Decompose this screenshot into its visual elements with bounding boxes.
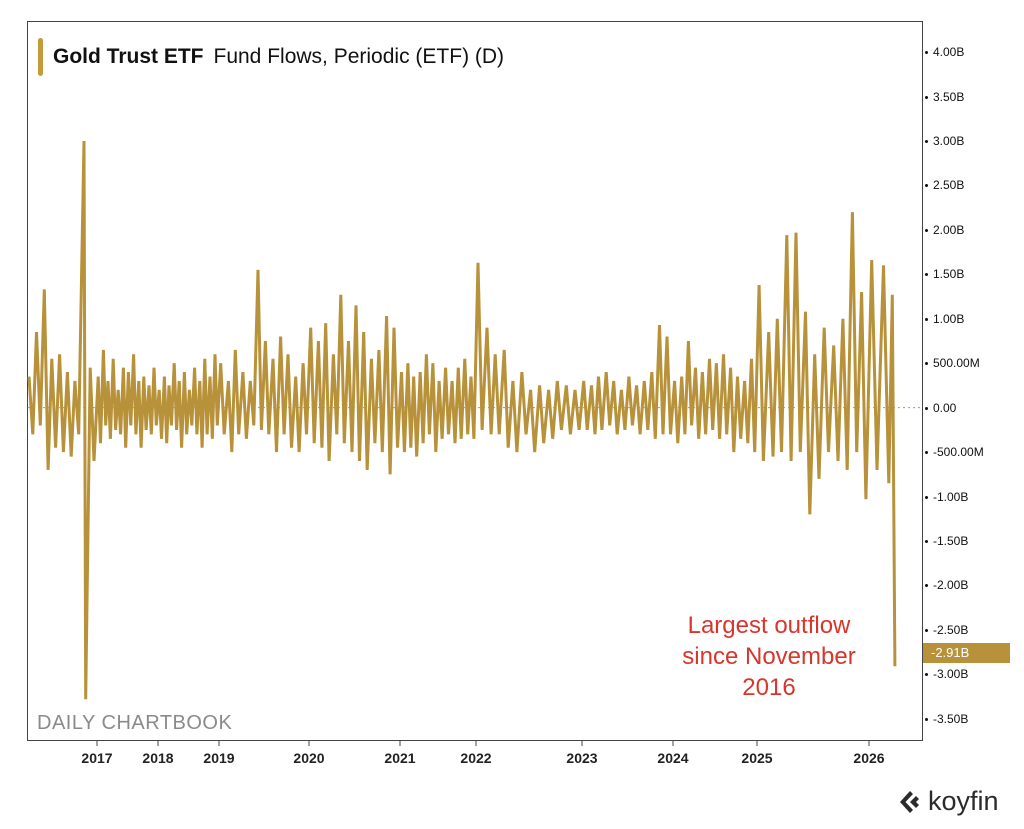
- x-tick-marks: [96, 741, 870, 746]
- annotation-line-2: since November: [682, 643, 856, 670]
- koyfin-logo: koyfin: [896, 786, 999, 817]
- y-tick-label: -500.00M: [925, 445, 984, 460]
- y-tick-label: 1.50B: [924, 267, 965, 282]
- logo-text: koyfin: [928, 786, 999, 816]
- y-tick-label: 2.00B: [924, 222, 965, 237]
- x-tick-label: 2022: [460, 750, 492, 766]
- chart-title: Gold Trust ETF Fund Flows, Periodic (ETF…: [38, 38, 504, 76]
- annotation: Largest outflow since November 2016: [640, 610, 898, 703]
- y-tick-label: 3.00B: [924, 134, 965, 148]
- title-sub: Fund Flows, Periodic (ETF) (D): [213, 45, 505, 68]
- y-tick-label: -2.50B: [924, 622, 969, 637]
- annotation-line-3: 2016: [742, 674, 796, 701]
- x-tick-label: 2020: [293, 750, 325, 766]
- y-tick-label: 2.50B: [924, 178, 965, 193]
- series-color-swatch: [38, 38, 43, 76]
- koyfin-logo-icon: [900, 790, 919, 813]
- x-tick-label: 2026: [853, 750, 885, 766]
- x-tick-label: 2025: [741, 750, 773, 766]
- y-tick-label: 0.00: [924, 400, 957, 415]
- y-tick-label: -2.00B: [924, 578, 969, 593]
- x-tick-label: 2021: [384, 750, 416, 766]
- y-tick-label: 1.00B: [924, 311, 965, 326]
- y-tick-label: 3.50B: [924, 89, 965, 104]
- x-tick-label: 2017: [81, 750, 113, 766]
- x-tick-label: 2018: [142, 750, 174, 766]
- annotation-line-1: Largest outflow: [687, 612, 851, 639]
- plot-frame: [27, 21, 923, 741]
- y-tick-label: 500.00M: [925, 356, 980, 371]
- x-tick-label: 2024: [657, 750, 689, 766]
- x-tick-label: 2019: [203, 750, 235, 766]
- x-tick-label: 2023: [566, 750, 598, 766]
- watermark: DAILY CHARTBOOK: [37, 712, 233, 734]
- series-line: [27, 140, 897, 700]
- y-tick-label: 4.00B: [924, 45, 965, 60]
- title-main: Gold Trust ETF: [53, 45, 204, 68]
- y-tick-label: -1.50B: [924, 534, 969, 548]
- y-tick-label: -3.00B: [924, 667, 969, 682]
- y-tick-label: -3.50B: [924, 711, 969, 726]
- last-value-badge: -2.91B: [923, 643, 1010, 663]
- y-tick-label: -1.00B: [924, 489, 969, 504]
